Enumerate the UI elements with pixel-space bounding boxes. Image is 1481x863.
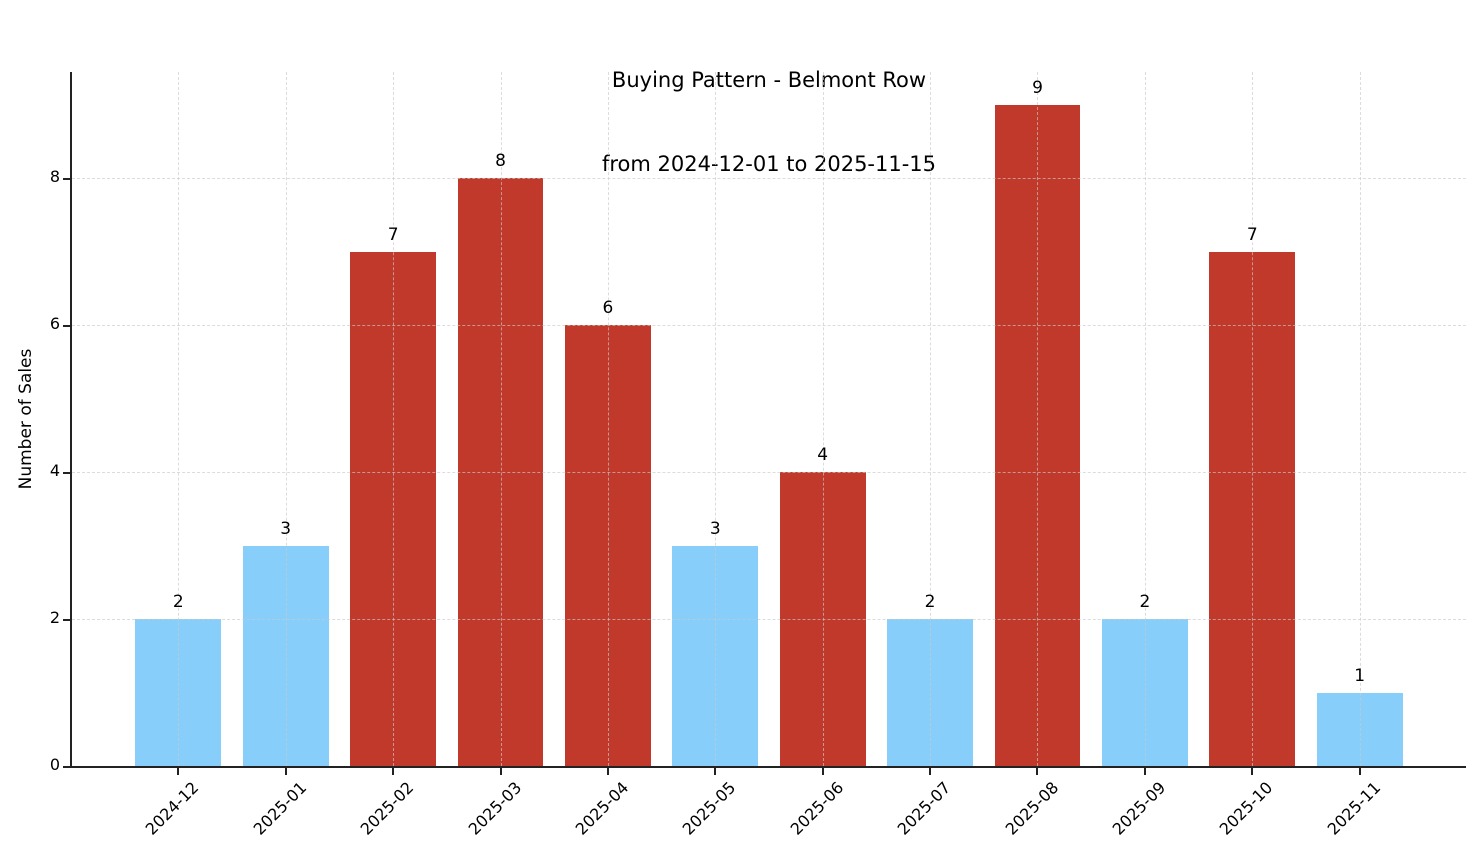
v-gridline [1359, 72, 1361, 766]
bar-2025-02 [350, 251, 437, 766]
bar-2025-10 [1209, 251, 1296, 766]
x-tick-mark [392, 768, 395, 775]
h-gridline [72, 472, 1466, 474]
x-tick-label: 2025-05 [679, 778, 740, 839]
y-tick-mark [63, 766, 70, 768]
x-tick-mark [177, 768, 180, 775]
bar-value-label: 7 [387, 224, 399, 245]
bar-value-label: 4 [817, 445, 829, 466]
x-tick-label: 2025-02 [356, 778, 418, 839]
x-tick-label: 2025-07 [893, 778, 955, 839]
x-tick-label: 2025-04 [571, 778, 633, 839]
x-tick-label: 2025-09 [1108, 778, 1170, 839]
chart-title-block: Buying Pattern - Belmont Row from 2024-1… [72, 10, 1466, 234]
v-gridline [1144, 72, 1146, 766]
bar-value-label: 3 [280, 518, 292, 539]
v-gridline [285, 72, 287, 766]
x-tick-mark [1143, 768, 1146, 775]
y-tick-label: 6 [49, 314, 60, 334]
x-tick-mark [1036, 768, 1039, 775]
v-gridline [1252, 72, 1254, 766]
v-gridline [178, 72, 180, 766]
x-tick-mark [929, 768, 932, 775]
h-gridline [72, 619, 1466, 621]
x-tick-label: 2025-06 [786, 778, 848, 839]
h-gridline [72, 325, 1466, 327]
x-tick-label: 2025-10 [1216, 778, 1277, 839]
x-tick-label: 2025-11 [1323, 778, 1385, 839]
v-gridline [715, 72, 717, 766]
y-tick-mark [63, 472, 70, 475]
x-tick-mark [1251, 768, 1254, 775]
chart-subtitle: from 2024-12-01 to 2025-11-15 [601, 152, 937, 176]
bar-value-label: 6 [602, 298, 614, 319]
x-tick-mark [499, 768, 502, 775]
bar-value-label: 7 [1246, 224, 1258, 245]
v-gridline [393, 72, 395, 766]
bar-value-label: 8 [495, 151, 506, 172]
bar-value-label: 2 [172, 592, 184, 613]
x-tick-mark [714, 768, 717, 775]
y-tick-mark [63, 178, 70, 181]
y-tick-label: 4 [49, 461, 60, 481]
v-gridline [1037, 72, 1039, 766]
y-tick-label: 2 [49, 608, 60, 628]
bar-value-label: 2 [924, 592, 936, 613]
bar-2025-07 [887, 619, 974, 766]
bar-value-label: 3 [709, 518, 721, 539]
y-tick-mark [63, 325, 70, 328]
v-gridline [822, 72, 824, 766]
bar-value-label: 1 [1354, 665, 1366, 686]
bar-2025-05 [672, 545, 759, 766]
x-tick-mark [1358, 768, 1361, 775]
x-tick-mark [821, 768, 824, 775]
bar-value-label: 9 [1032, 78, 1043, 99]
chart-title: Buying Pattern - Belmont Row [611, 68, 927, 92]
bar-value-label: 2 [1139, 592, 1151, 613]
x-tick-label: 2024-12 [142, 778, 203, 839]
y-tick-label: 0 [49, 755, 60, 774]
x-axis-spine [70, 766, 1466, 768]
y-axis-spine [70, 72, 72, 768]
h-gridline [72, 178, 1466, 180]
y-tick-mark [63, 619, 70, 622]
v-gridline [500, 72, 502, 766]
x-tick-mark [284, 768, 287, 775]
x-tick-mark [606, 768, 609, 775]
v-gridline [607, 72, 609, 766]
x-tick-label: 2025-03 [464, 778, 525, 839]
y-tick-label: 8 [49, 167, 60, 187]
x-tick-label: 2025-08 [1001, 778, 1062, 839]
v-gridline [930, 72, 932, 766]
x-tick-label: 2025-01 [249, 778, 311, 839]
